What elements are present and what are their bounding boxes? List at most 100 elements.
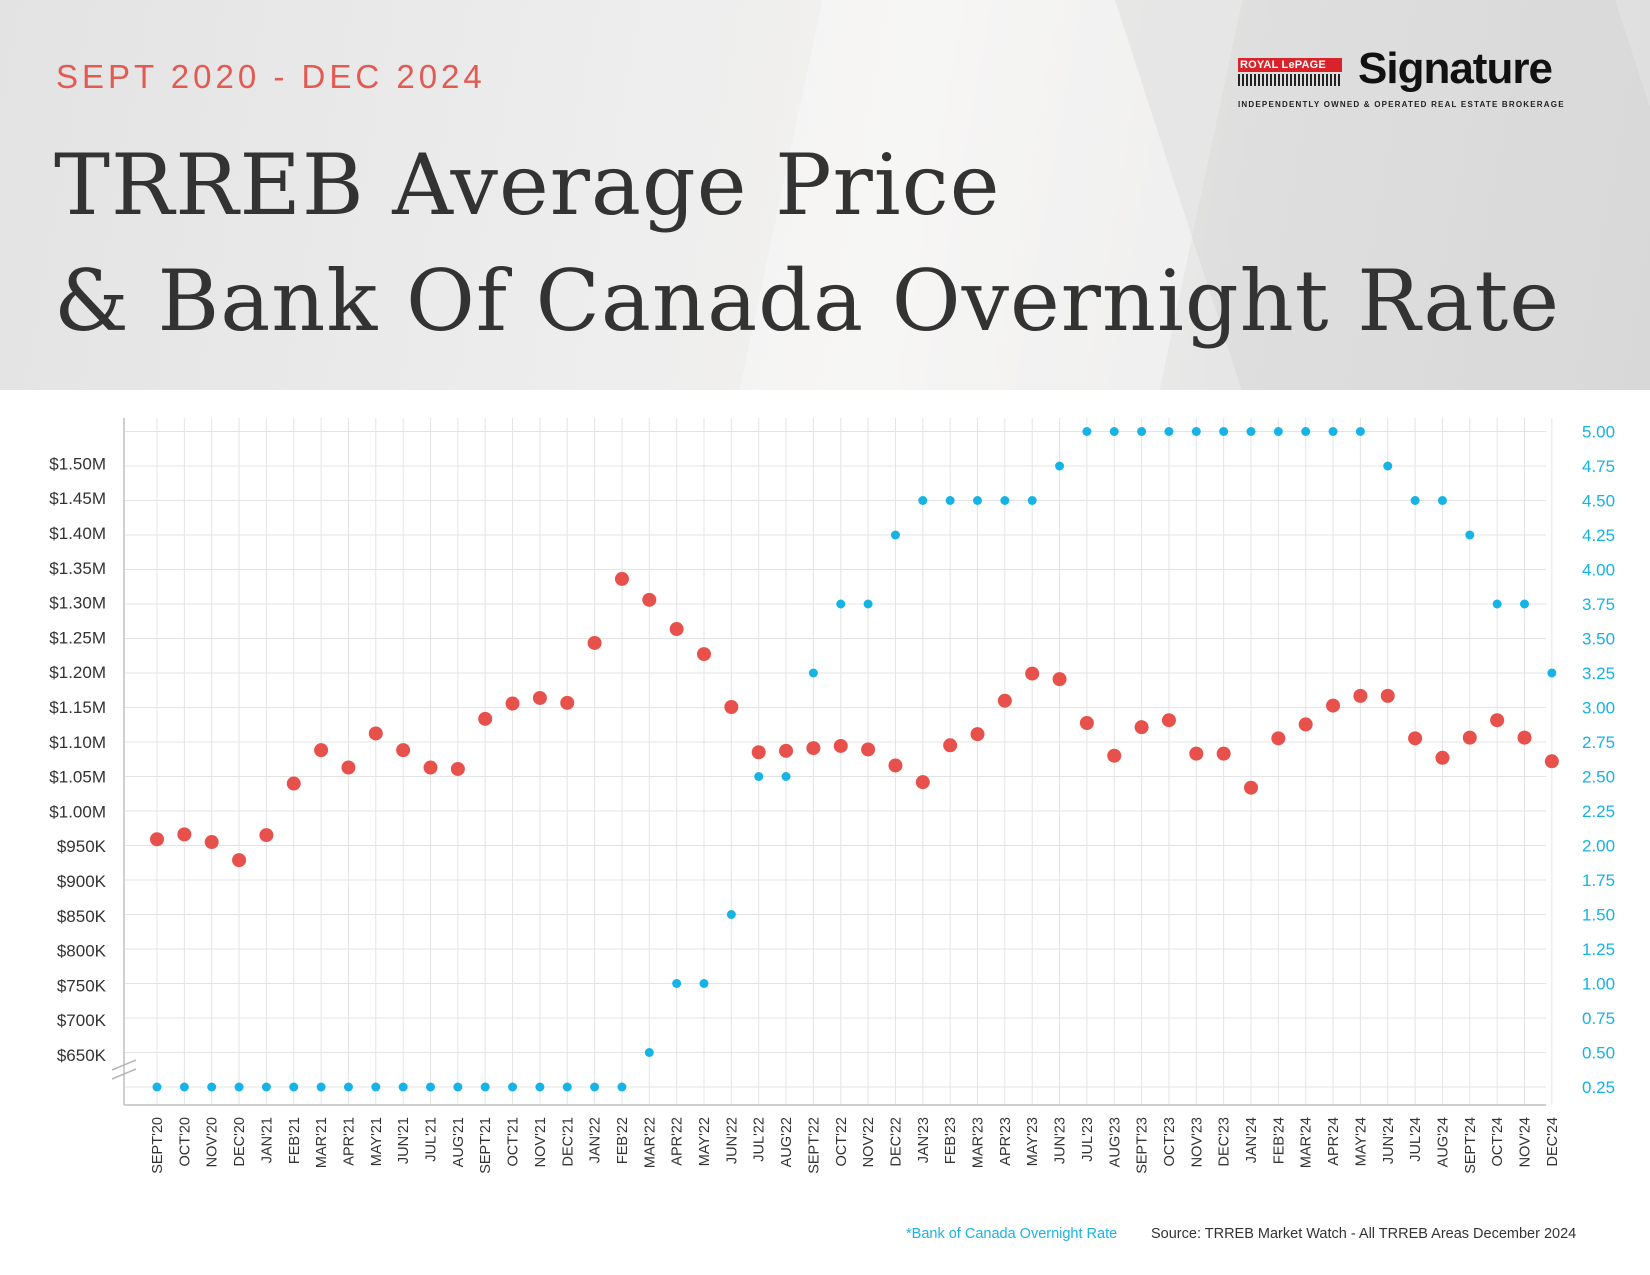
x-tick-label: DEC'23 <box>1217 1117 1233 1167</box>
price-point <box>1025 666 1040 681</box>
price-point <box>1544 754 1559 769</box>
rate-point <box>179 1082 189 1092</box>
logo-name: Signature <box>1358 44 1553 93</box>
rate-point <box>1109 427 1119 436</box>
x-tick-label: MAR'21 <box>314 1117 330 1168</box>
logo-brand-text: ROYAL LePAGE <box>1240 59 1326 71</box>
x-tick-label: MAR'23 <box>971 1117 987 1168</box>
x-tick-label: JAN'23 <box>916 1117 932 1163</box>
right-tick-label: 3.75 <box>1582 595 1615 614</box>
x-tick-label: SEPT'22 <box>806 1117 822 1174</box>
price-point <box>779 743 794 758</box>
price-point <box>888 758 903 773</box>
rate-point <box>316 1082 326 1092</box>
left-tick-label: $950K <box>57 837 107 856</box>
rate-point <box>1246 427 1256 436</box>
left-tick-label: $850K <box>57 907 107 926</box>
price-point <box>751 745 766 760</box>
barcode-icon <box>1238 74 1342 86</box>
rate-point <box>1055 461 1065 471</box>
rate-point <box>453 1082 463 1092</box>
price-point <box>1107 748 1122 763</box>
price-point <box>1298 717 1313 732</box>
rate-point <box>1355 427 1365 436</box>
x-tick-label: DEC'20 <box>232 1117 248 1167</box>
price-point <box>1435 750 1450 765</box>
x-tick-label: JUL'22 <box>752 1117 768 1162</box>
price-point <box>232 853 247 868</box>
left-tick-label: $1.45M <box>49 489 106 508</box>
price-point <box>861 742 876 757</box>
x-tick-label: OCT'20 <box>177 1117 193 1167</box>
x-tick-label: SEPT'23 <box>1135 1117 1151 1174</box>
x-tick-label: NOV'22 <box>861 1117 877 1167</box>
rate-point <box>973 496 982 505</box>
rate-point <box>918 496 928 505</box>
left-tick-label: $900K <box>57 872 107 891</box>
x-tick-label: FEB'21 <box>287 1117 303 1164</box>
rate-point <box>1520 599 1529 609</box>
price-point <box>1052 672 1067 687</box>
price-point <box>1517 730 1532 745</box>
x-tick-label: AUG'21 <box>451 1117 467 1167</box>
right-tick-label: 2.75 <box>1582 733 1615 752</box>
rate-point <box>890 530 900 540</box>
rate-point <box>343 1082 353 1092</box>
left-tick-label: $1.05M <box>49 768 106 787</box>
rate-point <box>1027 496 1037 505</box>
rate-point <box>945 496 955 505</box>
header-banner: SEPT 2020 - DEC 2024 TRREB Average Price… <box>0 0 1650 390</box>
price-point <box>1216 746 1231 761</box>
logo-tagline: INDEPENDENTLY OWNED & OPERATED REAL ESTA… <box>1238 100 1565 109</box>
price-point <box>286 776 301 791</box>
right-tick-label: 5.00 <box>1582 423 1615 442</box>
rate-point <box>1082 427 1092 436</box>
price-point <box>1244 780 1258 795</box>
rate-point <box>863 599 873 609</box>
price-point <box>1380 688 1395 703</box>
left-tick-label: $800K <box>57 942 107 961</box>
rate-point <box>1328 427 1338 436</box>
x-tick-label: MAR'24 <box>1299 1117 1315 1168</box>
x-tick-label: SEPT'20 <box>150 1117 166 1174</box>
rate-point <box>1137 427 1147 436</box>
price-point <box>806 741 821 756</box>
rate-point <box>480 1082 490 1092</box>
rate-point <box>152 1082 162 1092</box>
price-point <box>970 727 985 742</box>
rate-point <box>371 1082 381 1092</box>
x-tick-label: SEPT'21 <box>478 1117 494 1174</box>
right-tick-label: 4.75 <box>1582 457 1615 476</box>
rate-point <box>508 1082 518 1092</box>
rate-footnote: *Bank of Canada Overnight Rate <box>906 1226 1118 1242</box>
price-point <box>1189 746 1204 761</box>
price-point <box>423 760 438 775</box>
x-tick-label: JUL'21 <box>424 1117 440 1162</box>
price-point <box>177 827 192 842</box>
source-note: Source: TRREB Market Watch - All TRREB A… <box>1151 1226 1577 1242</box>
brand-logo: ROYAL LePAGE Signature INDEPENDENTLY OWN… <box>1238 44 1580 112</box>
rate-point <box>289 1082 299 1092</box>
rate-point <box>426 1082 435 1092</box>
price-point <box>450 761 465 776</box>
rate-point <box>808 668 818 678</box>
rate-point <box>1547 668 1557 678</box>
price-point <box>1079 716 1094 731</box>
chart-axes <box>111 418 1546 1106</box>
left-tick-label: $700K <box>57 1011 107 1030</box>
x-tick-label: NOV'21 <box>533 1117 549 1167</box>
x-tick-label: NOV'23 <box>1189 1117 1205 1167</box>
rate-point <box>234 1082 244 1092</box>
x-tick-label: JAN'24 <box>1244 1117 1260 1163</box>
x-tick-label: JAN'22 <box>588 1117 604 1163</box>
price-point <box>1271 731 1286 746</box>
right-tick-label: 0.75 <box>1582 1009 1615 1028</box>
price-point <box>341 760 356 775</box>
rate-point <box>1465 530 1475 540</box>
price-point <box>943 738 958 753</box>
x-tick-label: JUN'21 <box>396 1117 412 1164</box>
x-tick-label: APR'21 <box>341 1117 357 1166</box>
x-tick-label: FEB'24 <box>1271 1117 1287 1164</box>
x-tick-label: APR'24 <box>1326 1117 1342 1166</box>
price-point <box>259 828 274 843</box>
